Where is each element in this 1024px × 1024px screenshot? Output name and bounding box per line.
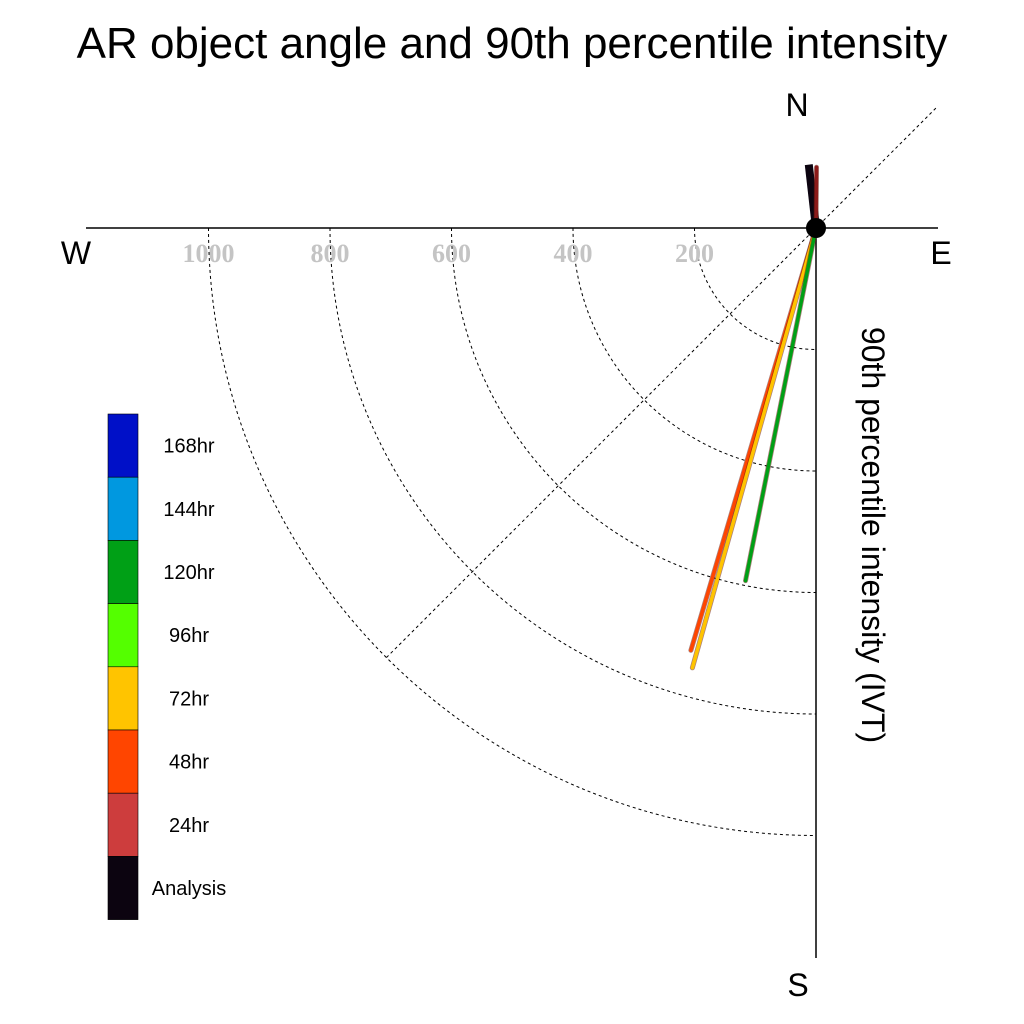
radial-tick-labels: 200 400 600 800 1000	[183, 239, 715, 268]
legend-swatch-24hr	[107, 792, 139, 857]
radial-tick-label: 600	[432, 239, 471, 268]
grid-arc-3	[329, 227, 817, 715]
radial-grid	[208, 105, 939, 836]
legend-label-48hr: 48hr	[169, 752, 209, 774]
legend-label-96hr: 96hr	[169, 625, 209, 647]
series-vector-72hr	[690, 226, 818, 670]
legend-label-168hr: 168hr	[163, 436, 214, 458]
origin-marker	[806, 218, 826, 238]
legend-swatch-168hr	[107, 413, 139, 478]
legend-label-144hr: 144hr	[163, 499, 214, 521]
legend-swatch-144hr	[107, 476, 139, 541]
legend-label-72hr: 72hr	[169, 688, 209, 710]
series-vectors	[688, 164, 820, 671]
grid-diagonal	[386, 105, 939, 658]
grid-arc-2	[451, 227, 817, 593]
compass-north: N	[785, 87, 808, 123]
radial-tick-label: 800	[311, 239, 350, 268]
legend-label-120hr: 120hr	[163, 562, 214, 584]
compass-east: E	[930, 235, 951, 271]
legend-swatch-96hr	[107, 603, 139, 668]
grid-arc-4	[208, 227, 817, 836]
legend-label-analysis: Analysis	[152, 878, 226, 900]
grid-arc-1	[572, 227, 817, 472]
legend-swatch-48hr	[107, 729, 139, 794]
chart-title: AR object angle and 90th percentile inte…	[77, 19, 948, 68]
legend-label-24hr: 24hr	[169, 815, 209, 837]
radial-tick-label: 200	[675, 239, 714, 268]
legend-swatch-72hr	[107, 666, 139, 731]
legend: 168hr 144hr 120hr 96hr 72hr 48hr 24hr Analysis	[107, 413, 226, 920]
series-vector-24hr	[814, 165, 819, 230]
y-axis-label: 90th percentile intensity (IVT)	[855, 327, 891, 743]
legend-swatch-120hr	[107, 540, 139, 604]
legend-swatch-analysis	[107, 856, 139, 920]
compass-south: S	[787, 967, 808, 1003]
radial-tick-label: 1000	[183, 239, 235, 268]
radial-tick-label: 400	[554, 239, 593, 268]
series-vector-120hr	[743, 226, 818, 583]
compass-west: W	[61, 235, 92, 271]
